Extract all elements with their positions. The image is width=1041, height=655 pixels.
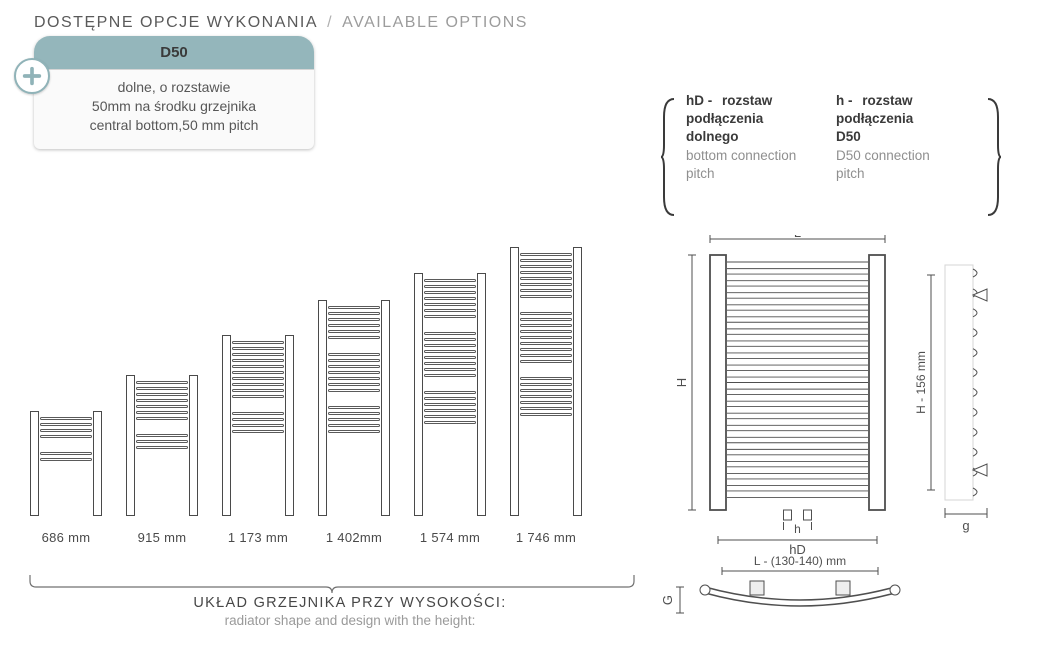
radiator-icon — [30, 411, 102, 516]
title-sub: AVAILABLE OPTIONS — [342, 14, 528, 31]
radiator-col: 1 402mm — [318, 300, 390, 545]
radiator-label: 686 mm — [42, 530, 91, 545]
option-head: D50 — [34, 36, 314, 70]
legend-tag-h: h - — [836, 93, 853, 108]
legend-hd-g2: pitch — [686, 166, 715, 181]
title-main: DOSTĘPNE OPCJE WYKONANIA — [34, 14, 317, 31]
radiator-icon — [222, 335, 294, 516]
legend-h-b2: podłączenia — [836, 111, 913, 126]
legend-col-hd: hD - rozstaw podłączenia dolnego bottom … — [686, 92, 826, 222]
radiator-col: 1 746 mm — [510, 247, 582, 545]
legend: hD - rozstaw podłączenia dolnego bottom … — [660, 92, 1020, 222]
radiator-label: 1 574 mm — [420, 530, 480, 545]
legend-hd-b3: dolnego — [686, 129, 739, 144]
legend-hd-b1: rozstaw — [722, 93, 772, 108]
legend-h-b3: D50 — [836, 129, 861, 144]
title-separator: / — [327, 14, 333, 31]
legend-col-h: h - rozstaw podłączenia D50 D50 connecti… — [836, 92, 976, 222]
radiator-label: 1 402mm — [326, 530, 382, 545]
radiator-icon — [510, 247, 582, 516]
radiator-label: 1 173 mm — [228, 530, 288, 545]
svg-text:g: g — [962, 518, 969, 533]
svg-text:G: G — [660, 595, 675, 605]
radiator-label: 1 746 mm — [516, 530, 576, 545]
option-line3: central bottom,50 mm pitch — [44, 116, 304, 135]
radiator-label: 915 mm — [138, 530, 187, 545]
radiator-col: 686 mm — [30, 411, 102, 545]
plus-icon — [14, 58, 50, 94]
caption: UKŁAD GRZEJNIKA PRZY WYSOKOŚCI: radiator… — [120, 595, 580, 628]
option-line2: 50mm na środku grzejnika — [44, 97, 304, 116]
caption-line1: UKŁAD GRZEJNIKA PRZY WYSOKOŚCI: — [120, 595, 580, 611]
legend-h-g1: D50 connection — [836, 148, 930, 163]
svg-text:L - (130-140) mm: L - (130-140) mm — [754, 554, 846, 568]
legend-tag-hd: hD - — [686, 93, 712, 108]
brace-icon — [28, 573, 648, 593]
bracket-left-icon — [660, 92, 676, 222]
svg-text:h: h — [794, 522, 801, 536]
technical-drawing: LHhhDH - 156 mmgL - (130-140) mmG — [660, 235, 1020, 635]
caption-line2: radiator shape and design with the heigh… — [120, 613, 580, 628]
svg-text:H - 156 mm: H - 156 mm — [914, 351, 928, 414]
option-body: dolne, o rozstawie 50mm na środku grzejn… — [34, 70, 314, 149]
radiator-icon — [318, 300, 390, 516]
option-card: D50 dolne, o rozstawie 50mm na środku gr… — [34, 36, 314, 149]
legend-hd-b2: podłączenia — [686, 111, 763, 126]
option-line1: dolne, o rozstawie — [44, 78, 304, 97]
radiator-icon — [414, 273, 486, 516]
radiator-col: 915 mm — [126, 375, 198, 545]
section-title: DOSTĘPNE OPCJE WYKONANIA / AVAILABLE OPT… — [0, 0, 1041, 32]
radiator-col: 1 173 mm — [222, 335, 294, 545]
radiator-lineup: 686 mm 915 mm 1 173 mm 1 402mm 1 574 mm 1 746… — [30, 255, 650, 545]
bracket-right-icon — [986, 92, 1002, 222]
legend-h-g2: pitch — [836, 166, 865, 181]
svg-text:L: L — [794, 235, 801, 240]
radiator-icon — [126, 375, 198, 516]
svg-text:H: H — [674, 378, 689, 387]
radiator-col: 1 574 mm — [414, 273, 486, 545]
legend-hd-g1: bottom connection — [686, 148, 796, 163]
legend-h-b1: rozstaw — [862, 93, 912, 108]
